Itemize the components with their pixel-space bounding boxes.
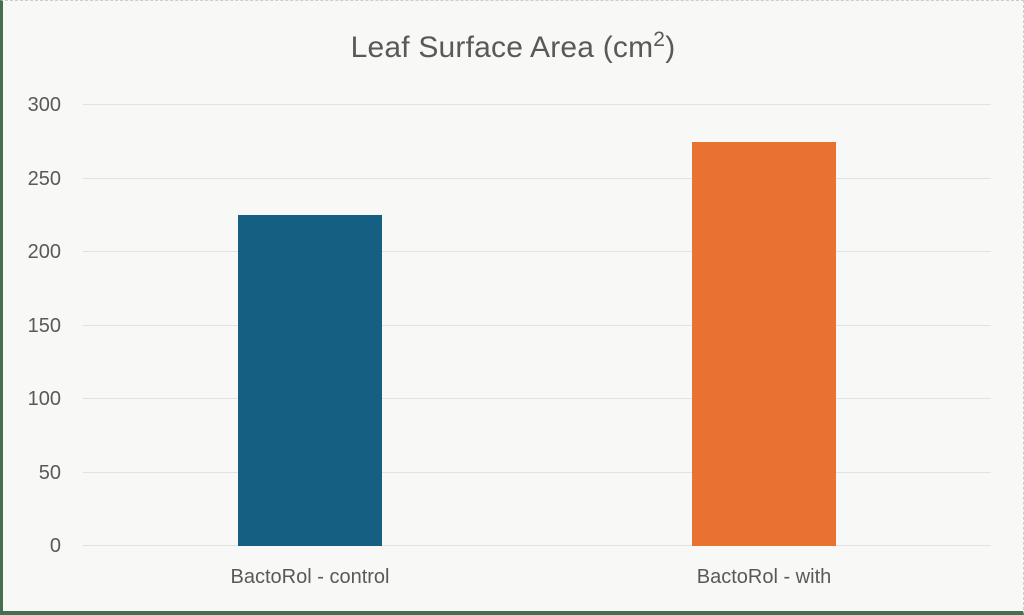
bar-bactorol-with[interactable] (692, 141, 836, 546)
chart-title-suffix: ) (665, 31, 676, 64)
y-tick-label-150: 150 (27, 314, 61, 337)
y-tick-label-50: 50 (38, 461, 61, 484)
gridline-300 (83, 104, 991, 105)
x-category-label-2: BactoRol - with (696, 566, 832, 588)
y-tick-label-200: 200 (27, 241, 61, 264)
y-tick-label-100: 100 (27, 388, 61, 411)
gridline-250 (83, 177, 991, 179)
chart-title: Leaf Surface Area (cm2) (3, 28, 1023, 65)
x-category-label-1: BactoRol - control (230, 566, 390, 588)
gridline-100 (83, 398, 991, 400)
gridline-50 (83, 471, 991, 473)
gridline-0 (83, 545, 991, 546)
y-tick-label-300: 300 (27, 94, 61, 116)
plot-area (83, 104, 991, 546)
y-axis-ticks: 0 50 100 150 200 250 300 (3, 95, 61, 556)
gridline-200 (83, 251, 991, 253)
gridline-150 (83, 324, 991, 326)
y-tick-label-250: 250 (27, 167, 61, 190)
bar-bactorol-control[interactable] (238, 215, 382, 546)
x-axis-labels: BactoRol - control BactoRol - with (83, 546, 991, 591)
chart-title-text: Leaf Surface Area (cm (350, 31, 654, 64)
y-tick-label-0: 0 (49, 535, 61, 557)
chart-title-superscript: 2 (653, 28, 666, 51)
